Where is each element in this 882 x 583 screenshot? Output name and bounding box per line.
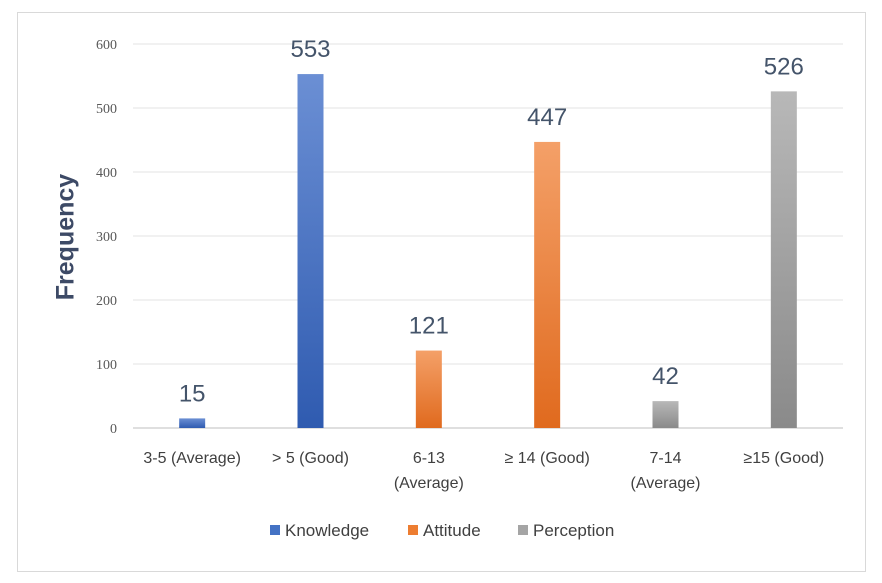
y-tick-label: 500	[96, 102, 117, 117]
bar-attitude	[534, 141, 561, 429]
y-tick-label: 100	[96, 358, 117, 373]
legend-swatch-knowledge	[270, 525, 280, 535]
legend-label-perception: Perception	[533, 521, 614, 540]
bar-perception	[652, 401, 679, 428]
bar-knowledge	[179, 418, 206, 428]
chart-frame	[17, 12, 866, 572]
legend-label-knowledge: Knowledge	[285, 521, 369, 540]
y-axis-label: Frequency	[52, 174, 80, 301]
data-label: 447	[527, 104, 567, 131]
y-tick-label: 200	[96, 294, 117, 309]
bar-knowledge	[297, 74, 324, 428]
x-tick-label: ≥ 14 (Good)	[505, 450, 590, 467]
y-tick-label: 300	[96, 230, 117, 245]
data-label: 15	[179, 380, 206, 407]
x-tick-label: ≥15 (Good)	[743, 450, 824, 467]
bar-attitude	[415, 350, 442, 428]
y-tick-label: 600	[96, 38, 117, 53]
data-label: 526	[764, 53, 804, 80]
y-tick-label: 0	[110, 422, 117, 437]
x-tick-label: 7-14	[649, 450, 681, 467]
x-tick-label: 6-13	[413, 450, 445, 467]
x-tick-label: (Average)	[394, 475, 464, 492]
data-label: 553	[290, 36, 330, 63]
legend-swatch-attitude	[408, 525, 418, 535]
bar-perception	[770, 91, 797, 429]
x-tick-label: > 5 (Good)	[272, 450, 349, 467]
legend-label-attitude: Attitude	[423, 521, 481, 540]
x-tick-label: (Average)	[631, 475, 701, 492]
data-label: 121	[409, 313, 449, 340]
y-tick-label: 400	[96, 166, 117, 181]
legend-swatch-perception	[518, 525, 528, 535]
data-label: 42	[652, 363, 679, 390]
x-tick-label: 3-5 (Average)	[143, 450, 241, 467]
